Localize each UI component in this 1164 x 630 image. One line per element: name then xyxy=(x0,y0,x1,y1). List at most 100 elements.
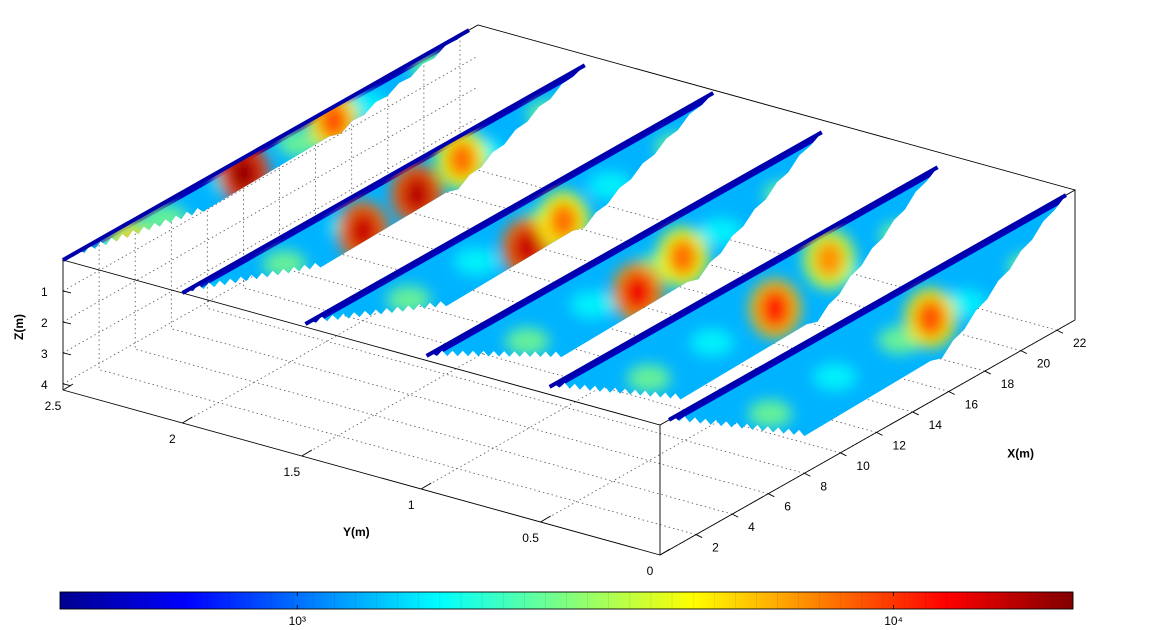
x-tick-mark xyxy=(804,472,811,477)
x-tick-mark xyxy=(876,431,883,436)
texture-blob xyxy=(441,364,485,392)
y-axis-ticks: 0 0.5 1 1.5 2 2.5 xyxy=(45,383,671,578)
x-tick-mark xyxy=(912,411,919,416)
grid-line-z xyxy=(62,55,479,292)
x-tick-mark xyxy=(1056,329,1064,334)
z-tick-label: 1 xyxy=(41,285,48,299)
z-tick-label: 4 xyxy=(41,378,48,392)
texture-blob xyxy=(748,399,793,428)
y-tick-mark xyxy=(420,482,432,490)
texture-blob xyxy=(386,285,431,314)
anomaly-core xyxy=(814,240,845,279)
y-tick-label: 2.5 xyxy=(45,399,62,413)
z-tick-label: 3 xyxy=(41,347,48,361)
x-axis-ticks: 2 4 6 8 10 12 14 16 18 20 22 xyxy=(695,329,1087,555)
y-axis-label: Y(m) xyxy=(343,525,370,539)
z-tick-mark xyxy=(62,290,72,294)
anomaly-core xyxy=(347,212,378,251)
x-tick-mark xyxy=(840,452,847,457)
y-tick-mark xyxy=(62,383,74,391)
colorbar-gradient xyxy=(59,591,1074,610)
axes-frame-front xyxy=(62,319,1076,556)
profile-slice xyxy=(548,165,939,400)
y-axis-line xyxy=(62,389,661,556)
anomaly-core xyxy=(116,230,147,260)
grid-line-z xyxy=(62,117,479,354)
x-tick-mark xyxy=(731,513,739,518)
slice-surface-line xyxy=(62,28,470,262)
y-tick-mark xyxy=(301,449,313,457)
x-tick-label: 4 xyxy=(748,520,755,534)
profile-slice xyxy=(425,130,823,392)
anomaly-core xyxy=(447,140,478,179)
z-axis-label: Z(m) xyxy=(12,314,26,340)
x-tick-mark xyxy=(984,370,991,375)
texture-blob xyxy=(453,247,498,276)
anomaly-core xyxy=(760,289,791,328)
y-tick-mark xyxy=(540,515,551,523)
z-axis-ticks: 1 2 3 4 xyxy=(41,285,72,392)
profile-slice xyxy=(62,28,470,262)
x-tick-label: 12 xyxy=(893,438,907,452)
anomaly-core xyxy=(667,238,698,277)
texture-blob xyxy=(655,133,700,162)
y-tick-label: 0.5 xyxy=(522,531,539,545)
x-axis-label: X(m) xyxy=(1007,446,1034,460)
x-tick-label: 6 xyxy=(784,500,791,514)
slice-layer xyxy=(62,28,1067,437)
texture-blob xyxy=(763,181,808,210)
x-tick-label: 2 xyxy=(712,541,719,555)
texture-blob xyxy=(626,364,671,393)
x-tick-label: 20 xyxy=(1037,357,1051,371)
anomaly-core xyxy=(622,273,653,312)
x-tick-label: 8 xyxy=(820,479,827,493)
anomaly-halo xyxy=(105,219,158,260)
x-tick-mark xyxy=(1020,350,1028,355)
colorbar-tick-label: 10⁴ xyxy=(884,614,903,628)
texture-blob xyxy=(699,217,744,246)
x-tick-label: 10 xyxy=(856,459,870,473)
y-tick-label: 1 xyxy=(408,498,415,512)
texture-blob xyxy=(505,327,550,356)
anomaly-core xyxy=(512,228,543,267)
slice-surface-line xyxy=(181,63,586,295)
texture-blob xyxy=(690,328,735,357)
slice-surface-line xyxy=(425,130,823,358)
x-tick-mark xyxy=(948,391,955,395)
y-tick-label: 0 xyxy=(647,564,654,578)
x-tick-label: 18 xyxy=(1001,377,1015,391)
profile-slice xyxy=(181,63,586,295)
y-tick-mark xyxy=(182,416,193,424)
z-tick-mark xyxy=(62,352,72,356)
y-tick-mark xyxy=(659,548,671,556)
grid-line-z xyxy=(62,86,479,323)
colorbar: 10³ 10⁴ xyxy=(59,591,1074,628)
anomaly-core xyxy=(401,175,432,214)
texture-blob xyxy=(1007,252,1052,281)
z-tick-mark xyxy=(62,383,72,387)
texture-blob xyxy=(879,221,924,250)
texture-blob xyxy=(526,100,571,129)
x-tick-label: 16 xyxy=(965,398,979,412)
z-tick-mark xyxy=(62,321,72,325)
slice-surface-line xyxy=(304,91,715,326)
texture-blob xyxy=(319,323,364,324)
texture-blob xyxy=(587,171,632,200)
texture-blob xyxy=(262,250,307,279)
z-tick-label: 2 xyxy=(41,316,48,330)
x-tick-label: 22 xyxy=(1073,336,1087,350)
x-tick-label: 14 xyxy=(929,418,943,432)
slice-surface-line xyxy=(668,193,1067,422)
texture-blob xyxy=(813,362,858,391)
x-tick-mark xyxy=(695,534,703,538)
anomaly-core xyxy=(548,202,579,241)
anomaly-core xyxy=(915,299,946,338)
texture-blob xyxy=(569,290,614,319)
x-tick-mark xyxy=(768,493,775,498)
x-axis-line xyxy=(659,319,1076,556)
y-tick-label: 2 xyxy=(169,432,176,446)
profile-slice xyxy=(668,193,1067,437)
y-tick-label: 1.5 xyxy=(283,465,300,479)
colorbar-tick-label: 10³ xyxy=(289,614,306,628)
